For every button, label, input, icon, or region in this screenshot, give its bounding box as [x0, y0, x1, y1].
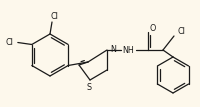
Text: Cl: Cl	[176, 27, 184, 36]
Text: S: S	[86, 82, 91, 91]
Text: Cl: Cl	[6, 38, 14, 47]
Text: O: O	[149, 24, 155, 33]
Text: Cl: Cl	[50, 11, 58, 21]
Text: N: N	[110, 45, 115, 54]
Text: NH: NH	[122, 45, 133, 54]
